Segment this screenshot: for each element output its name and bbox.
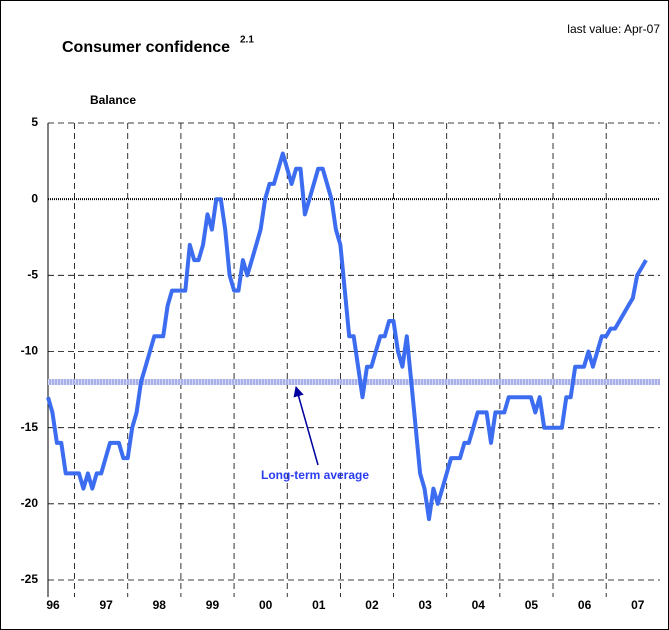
x-tick-label: 04: [472, 598, 486, 612]
y-tick-label: -10: [21, 344, 39, 358]
annotation: Long-term average: [261, 468, 369, 482]
subtitle: last value: Apr-07: [567, 22, 660, 36]
x-tick-label: 07: [631, 598, 645, 612]
y-axis-label: Balance: [90, 93, 136, 107]
y-tick-label: 5: [31, 115, 38, 129]
y-tick-label: 0: [31, 191, 38, 205]
x-tick-label: 98: [153, 598, 167, 612]
chart-title: Consumer confidence: [62, 39, 230, 56]
x-tick-label: 01: [312, 598, 326, 612]
series-line: [46, 151, 648, 522]
x-tick-label: 00: [259, 598, 273, 612]
x-tick-label: 96: [46, 598, 60, 612]
y-tick-label: -20: [21, 496, 39, 510]
y-tick-label: -25: [21, 572, 39, 586]
x-tick-label: 02: [365, 598, 379, 612]
x-tick-label: 99: [206, 598, 220, 612]
title-superscript: 2.1: [240, 35, 254, 46]
y-tick-label: -15: [21, 420, 39, 434]
x-tick-label: 06: [578, 598, 592, 612]
y-tick-label: -5: [27, 268, 38, 282]
x-tick-label: 05: [525, 598, 539, 612]
x-tick-label: 97: [99, 598, 113, 612]
x-tick-label: 03: [418, 598, 432, 612]
annotation-arrow: [293, 385, 319, 466]
